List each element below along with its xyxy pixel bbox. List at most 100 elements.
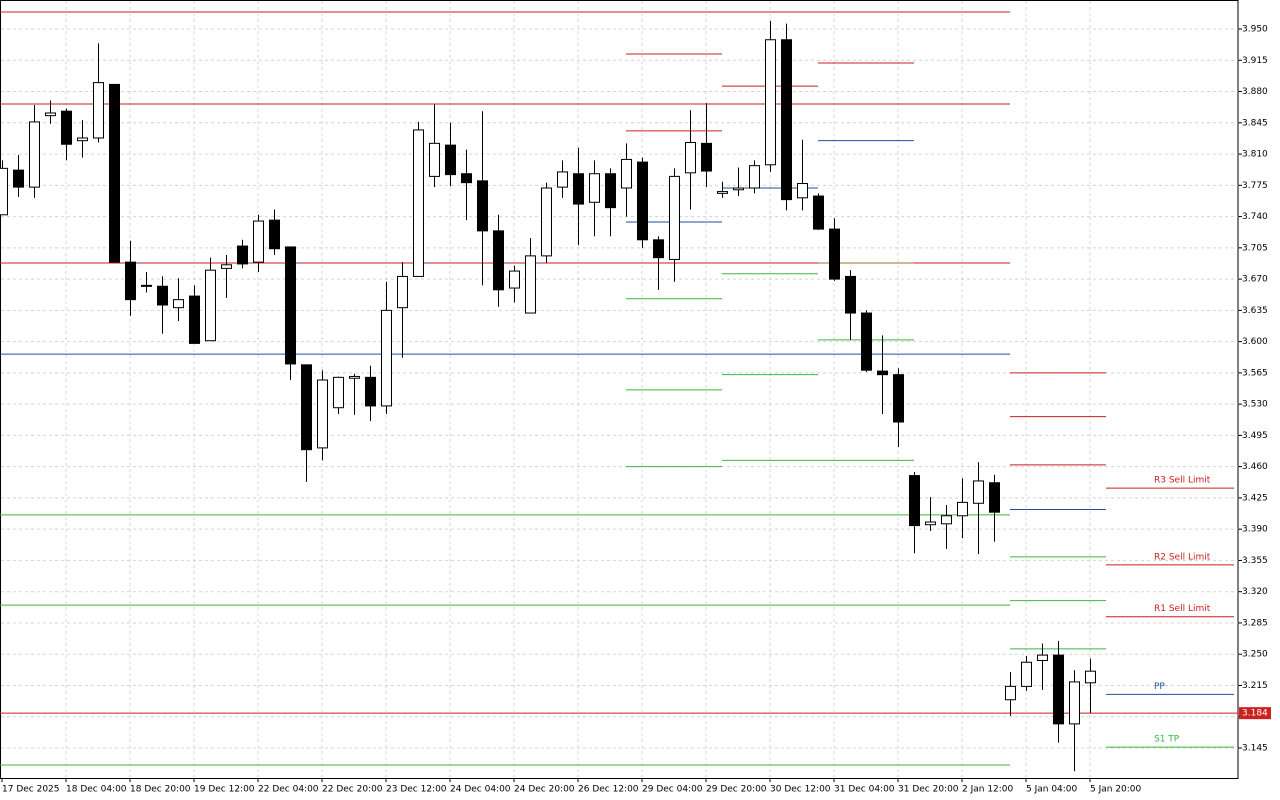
candle-body	[141, 284, 152, 287]
candle-body	[285, 246, 296, 365]
candle-body	[301, 364, 312, 451]
y-tick-label: 3.845	[1242, 118, 1268, 128]
level-label: R3 Sell Limit	[1154, 476, 1211, 486]
candle-body	[637, 161, 648, 241]
candle-body	[29, 121, 40, 188]
candle-body	[205, 269, 216, 342]
candle-body	[93, 82, 104, 139]
y-tick-label: 3.635	[1242, 306, 1268, 316]
last-price-box	[1239, 707, 1271, 720]
candle-body	[685, 141, 696, 174]
x-tick-label: 5 Jan 20:00	[1090, 785, 1142, 795]
candle-body	[989, 482, 1000, 513]
candle-body	[797, 183, 808, 199]
y-tick-label: 3.915	[1242, 56, 1268, 66]
level-label: R1 Sell Limit	[1154, 604, 1211, 614]
candle-body	[445, 144, 456, 176]
candle-body	[349, 375, 360, 379]
candle-body	[269, 219, 280, 250]
candle-body	[573, 173, 584, 205]
x-tick-label: 18 Dec 20:00	[130, 785, 191, 795]
candle-body	[173, 299, 184, 309]
candle-body	[653, 239, 664, 259]
candle-body	[829, 228, 840, 280]
candle-body	[61, 110, 72, 145]
candle-body	[333, 376, 344, 409]
y-tick-label: 3.145	[1242, 743, 1268, 753]
candle-body	[125, 261, 136, 301]
x-tick-label: 31 Dec 20:00	[898, 785, 959, 795]
y-tick-label: 3.670	[1242, 275, 1268, 285]
candle-body	[813, 195, 824, 230]
candle-body	[413, 129, 424, 277]
candle-body	[381, 309, 392, 407]
x-tick-label: 22 Dec 20:00	[322, 785, 383, 795]
candle-body	[13, 169, 24, 188]
x-tick-label: 18 Dec 04:00	[66, 785, 127, 795]
candle-body	[1085, 670, 1096, 684]
x-tick-label: 17 Dec 2025	[2, 785, 60, 795]
candle-body	[957, 501, 968, 517]
candle-body	[781, 39, 792, 201]
x-tick-label: 24 Dec 20:00	[514, 785, 575, 795]
candle-body	[701, 142, 712, 172]
candle-body	[733, 187, 744, 191]
candle-body	[1037, 654, 1048, 661]
y-tick-label: 3.250	[1242, 650, 1268, 660]
x-tick-label: 26 Dec 12:00	[578, 785, 639, 795]
candle-body	[397, 275, 408, 309]
candle-body	[1005, 685, 1016, 701]
candle-body	[941, 515, 952, 525]
candle-body	[525, 255, 536, 314]
candle-body	[557, 171, 568, 188]
candle-body	[765, 39, 776, 166]
y-tick-label: 3.320	[1242, 587, 1268, 597]
x-tick-label: 30 Dec 12:00	[770, 785, 831, 795]
candle-body	[477, 180, 488, 232]
y-tick-label: 3.740	[1242, 212, 1268, 222]
level-label: S1 TP	[1154, 735, 1180, 745]
candle-body	[253, 220, 264, 263]
candle-body	[77, 137, 88, 142]
candle-body	[317, 379, 328, 449]
candle-body	[461, 173, 472, 184]
x-tick-label: 29 Dec 20:00	[706, 785, 767, 795]
candle-body	[669, 175, 680, 260]
candle-body	[1021, 661, 1032, 687]
y-tick-label: 3.775	[1242, 181, 1268, 191]
candle-body	[541, 187, 552, 257]
level-label: PP	[1154, 682, 1165, 692]
candle-body	[493, 230, 504, 291]
candle-body	[925, 521, 936, 526]
y-tick-label: 3.880	[1242, 87, 1268, 97]
y-tick-label: 3.425	[1242, 493, 1268, 503]
y-tick-label: 3.495	[1242, 431, 1268, 441]
x-tick-label: 24 Dec 04:00	[450, 785, 511, 795]
y-tick-label: 3.215	[1242, 681, 1268, 691]
last-price-label: 3.184	[1242, 709, 1268, 719]
candle-body	[861, 312, 872, 371]
plot-area	[0, 0, 1239, 779]
y-tick-label: 3.705	[1242, 243, 1268, 253]
y-tick-label: 3.460	[1242, 462, 1268, 472]
candle-body	[1069, 681, 1080, 725]
x-tick-label: 22 Dec 04:00	[258, 785, 319, 795]
candle-body	[845, 275, 856, 314]
candle-body	[1053, 654, 1064, 725]
candle-body	[973, 480, 984, 504]
candle-body	[189, 295, 200, 344]
x-tick-label: 29 Dec 04:00	[642, 785, 703, 795]
y-tick-label: 3.810	[1242, 150, 1268, 160]
candle-body	[621, 158, 632, 189]
candle-body	[749, 165, 760, 189]
candle-body	[429, 142, 440, 177]
candle-body	[237, 245, 248, 265]
candle-body	[589, 173, 600, 203]
y-tick-label: 3.530	[1242, 400, 1268, 410]
candle-body	[605, 173, 616, 209]
candle-body	[909, 475, 920, 527]
y-tick-label: 3.950	[1242, 25, 1268, 35]
candle-body	[157, 285, 168, 306]
x-tick-label: 23 Dec 12:00	[386, 785, 447, 795]
